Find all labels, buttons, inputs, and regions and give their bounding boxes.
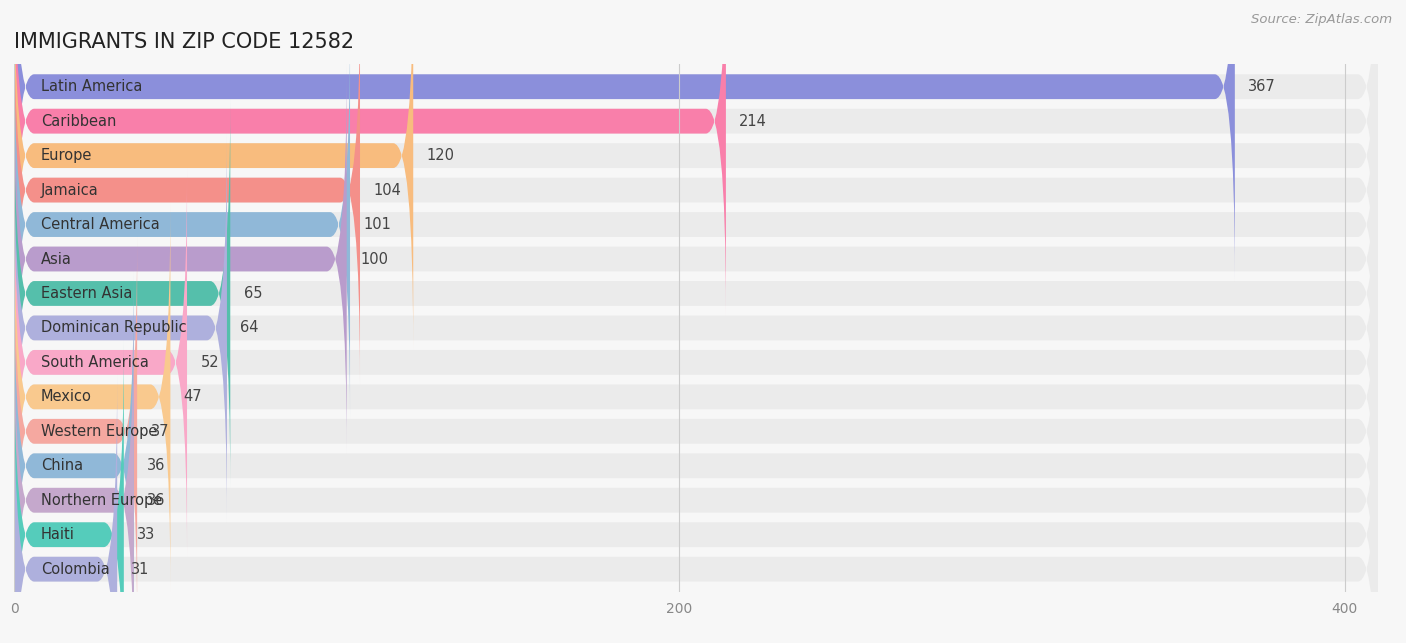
Text: China: China bbox=[41, 458, 83, 473]
Text: 104: 104 bbox=[374, 183, 401, 197]
Text: Source: ZipAtlas.com: Source: ZipAtlas.com bbox=[1251, 13, 1392, 26]
Text: Central America: Central America bbox=[41, 217, 159, 232]
FancyBboxPatch shape bbox=[14, 0, 413, 350]
Text: South America: South America bbox=[41, 355, 149, 370]
Text: 36: 36 bbox=[148, 493, 166, 508]
FancyBboxPatch shape bbox=[14, 375, 117, 643]
Text: 120: 120 bbox=[426, 148, 454, 163]
Text: 100: 100 bbox=[360, 251, 388, 266]
Text: IMMIGRANTS IN ZIP CODE 12582: IMMIGRANTS IN ZIP CODE 12582 bbox=[14, 32, 354, 51]
Text: 36: 36 bbox=[148, 458, 166, 473]
FancyBboxPatch shape bbox=[14, 0, 725, 316]
Text: Caribbean: Caribbean bbox=[41, 114, 117, 129]
Text: Colombia: Colombia bbox=[41, 561, 110, 577]
Text: Eastern Asia: Eastern Asia bbox=[41, 286, 132, 301]
Text: 47: 47 bbox=[184, 390, 202, 404]
FancyBboxPatch shape bbox=[14, 306, 1378, 643]
Text: 52: 52 bbox=[200, 355, 219, 370]
Text: Dominican Republic: Dominican Republic bbox=[41, 320, 187, 336]
Text: Jamaica: Jamaica bbox=[41, 183, 98, 197]
FancyBboxPatch shape bbox=[14, 237, 138, 626]
FancyBboxPatch shape bbox=[14, 203, 170, 591]
FancyBboxPatch shape bbox=[14, 65, 347, 453]
Text: 367: 367 bbox=[1249, 79, 1275, 95]
FancyBboxPatch shape bbox=[14, 0, 1378, 385]
FancyBboxPatch shape bbox=[14, 168, 1378, 557]
FancyBboxPatch shape bbox=[14, 306, 134, 643]
FancyBboxPatch shape bbox=[14, 134, 1378, 522]
FancyBboxPatch shape bbox=[14, 340, 1378, 643]
FancyBboxPatch shape bbox=[14, 0, 1378, 316]
FancyBboxPatch shape bbox=[14, 134, 226, 522]
Text: 101: 101 bbox=[363, 217, 391, 232]
Text: 64: 64 bbox=[240, 320, 259, 336]
FancyBboxPatch shape bbox=[14, 0, 1234, 281]
FancyBboxPatch shape bbox=[14, 271, 134, 643]
FancyBboxPatch shape bbox=[14, 99, 1378, 488]
Text: Europe: Europe bbox=[41, 148, 91, 163]
Text: Mexico: Mexico bbox=[41, 390, 91, 404]
Text: 214: 214 bbox=[740, 114, 768, 129]
FancyBboxPatch shape bbox=[14, 271, 1378, 643]
Text: Haiti: Haiti bbox=[41, 527, 75, 542]
FancyBboxPatch shape bbox=[14, 0, 1378, 350]
FancyBboxPatch shape bbox=[14, 203, 1378, 591]
FancyBboxPatch shape bbox=[14, 0, 1378, 281]
FancyBboxPatch shape bbox=[14, 237, 1378, 626]
Text: 31: 31 bbox=[131, 561, 149, 577]
Text: Western Europe: Western Europe bbox=[41, 424, 157, 439]
FancyBboxPatch shape bbox=[14, 340, 124, 643]
Text: 37: 37 bbox=[150, 424, 169, 439]
Text: Asia: Asia bbox=[41, 251, 72, 266]
Text: Northern Europe: Northern Europe bbox=[41, 493, 162, 508]
FancyBboxPatch shape bbox=[14, 375, 1378, 643]
Text: 33: 33 bbox=[138, 527, 156, 542]
FancyBboxPatch shape bbox=[14, 168, 187, 557]
Text: 65: 65 bbox=[243, 286, 262, 301]
FancyBboxPatch shape bbox=[14, 0, 360, 385]
FancyBboxPatch shape bbox=[14, 65, 1378, 453]
FancyBboxPatch shape bbox=[14, 30, 350, 419]
FancyBboxPatch shape bbox=[14, 99, 231, 488]
FancyBboxPatch shape bbox=[14, 30, 1378, 419]
Text: Latin America: Latin America bbox=[41, 79, 142, 95]
